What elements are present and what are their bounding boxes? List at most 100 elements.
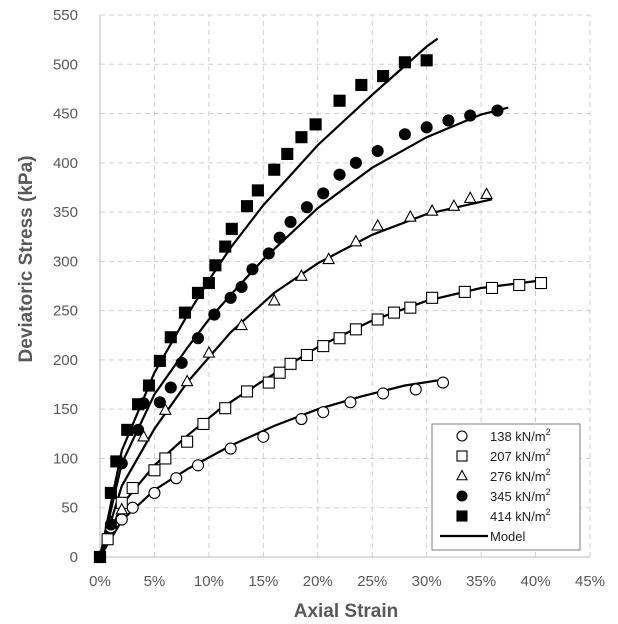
data-point-series-3 (349, 234, 363, 247)
data-point-series-1 (377, 387, 390, 400)
legend-swatch-square-filled (456, 510, 468, 522)
data-point-series-5 (355, 78, 368, 92)
data-point-series-3 (158, 402, 172, 415)
data-point-series-1 (191, 459, 205, 472)
y-tick-labels: 0 50 100 150 200 250 300 350 400 450 500 550 (53, 7, 78, 566)
legend-swatch-circle-open (456, 430, 468, 442)
axes (99, 15, 590, 558)
model-curve (98, 198, 493, 558)
data-point-series-5 (268, 163, 281, 176)
data-point-series-3 (447, 198, 461, 211)
x-tick-labels: 0% 5% 10% 15% 20% 25% 30% 35% 40% 45% (89, 573, 605, 590)
data-point-series-4 (284, 215, 297, 228)
y-tick-label: 350 (53, 204, 78, 221)
legend-label: 138 kN/m2 (490, 427, 551, 444)
x-tick-label: 15% (248, 573, 278, 590)
data-point-series-3 (295, 268, 308, 281)
data-point-series-3 (115, 502, 129, 515)
data-point-series-5 (251, 184, 264, 197)
data-point-series-2 (349, 323, 362, 336)
data-point-series-3 (202, 345, 216, 358)
data-point-series-2 (240, 385, 254, 398)
data-point-series-2 (197, 417, 210, 431)
legend-label: Model (490, 529, 526, 544)
data-point-series-4 (262, 247, 275, 260)
data-point-series-4 (132, 423, 145, 436)
data-point-series-4 (442, 114, 455, 127)
data-point-series-4 (208, 308, 221, 321)
data-point-series-2 (333, 332, 346, 345)
legend: 138 kN/m2 207 kN/m2 276 kN/m2 345 kN/m2 414 … (431, 423, 581, 551)
data-point-series-5 (225, 222, 238, 235)
data-point-series-1 (115, 513, 128, 526)
data-point-series-4 (398, 128, 411, 141)
y-tick-label: 50 (61, 500, 78, 517)
data-point-series-2 (273, 366, 286, 379)
data-point-series-5 (132, 398, 145, 411)
y-tick-label: 150 (53, 401, 78, 418)
data-point-series-5 (121, 423, 134, 436)
x-tick-label: 30% (412, 573, 442, 590)
data-point-series-2 (513, 278, 526, 292)
data-point-series-4 (235, 280, 248, 294)
data-point-series-4 (273, 231, 286, 244)
data-point-series-3 (480, 187, 493, 200)
y-tick-label: 550 (53, 7, 78, 24)
data-point-series-5 (191, 286, 205, 299)
data-point-series-4 (464, 109, 477, 122)
data-point-series-3 (235, 318, 248, 331)
x-tick-label: 0% (89, 573, 111, 590)
x-tick-label: 35% (466, 573, 496, 590)
data-point-series-3 (371, 218, 385, 231)
data-point-series-1 (317, 406, 330, 419)
data-point-series-3 (403, 209, 417, 222)
data-point-series-4 (349, 156, 362, 169)
data-point-series-3 (137, 429, 150, 442)
data-point-series-2 (181, 435, 194, 448)
x-tick-label: 25% (357, 573, 387, 590)
data-point-series-3 (180, 374, 194, 387)
legend-label: 414 kN/m2 (490, 507, 551, 524)
legend-box (431, 423, 581, 551)
legend-swatch-triangle-open (456, 469, 468, 481)
data-point-series-5 (153, 354, 166, 367)
data-point-series-2 (300, 348, 313, 362)
data-point-series-2 (148, 464, 161, 477)
data-point-series-2 (371, 313, 384, 326)
data-point-series-1 (170, 472, 183, 485)
y-tick-label: 200 (53, 352, 78, 369)
data-point-series-2 (126, 481, 139, 495)
data-point-series-1 (409, 383, 422, 396)
legend-swatch-square-open (456, 450, 468, 462)
data-point-series-5 (281, 147, 294, 160)
x-tick-label: 5% (144, 573, 166, 590)
grid (100, 14, 591, 557)
x-axis-title: Axial Strain (294, 601, 399, 622)
data-point-series-2 (262, 376, 275, 389)
data-point-series-2 (404, 301, 417, 314)
data-point-series-5 (104, 486, 117, 499)
data-point-series-2 (101, 533, 114, 546)
data-point-series-3 (267, 293, 281, 306)
data-point-series-2 (458, 285, 471, 298)
legend-label: 345 kN/m2 (490, 487, 551, 504)
y-tick-label: 500 (53, 56, 78, 73)
data-point-series-1 (126, 501, 139, 514)
y-axis-title: Deviatoric Stress (kPa) (16, 156, 37, 363)
x-tick-label: 10% (194, 573, 224, 590)
data-point-series-5 (240, 200, 254, 213)
data-point-series-1 (257, 430, 270, 443)
data-point-series-5 (110, 455, 123, 468)
data-point-series-3 (463, 191, 477, 203)
y-tick-label: 450 (53, 106, 78, 123)
data-point-series-1 (436, 376, 450, 389)
data-point-series-5 (295, 131, 308, 144)
data-point-series-2 (317, 340, 330, 353)
data-point-series-4 (371, 144, 384, 158)
data-point-series-5 (178, 306, 191, 319)
data-point-series-4 (175, 356, 188, 369)
data-point-series-4 (317, 187, 330, 200)
y-tick-label: 100 (53, 450, 78, 467)
data-point-series-2 (387, 306, 401, 319)
data-point-series-4 (153, 396, 166, 409)
